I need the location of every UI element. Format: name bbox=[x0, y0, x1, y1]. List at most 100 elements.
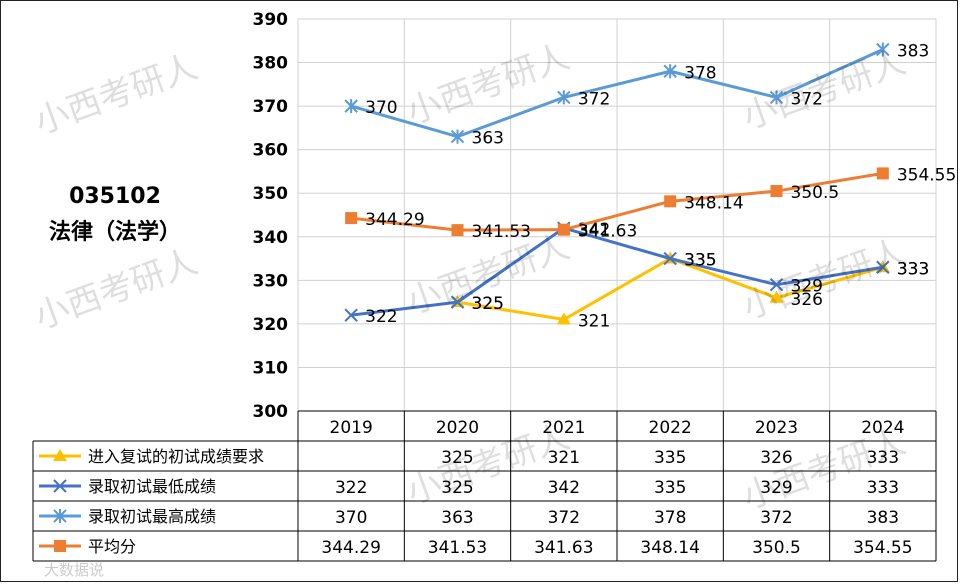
y-tick-label: 330 bbox=[253, 271, 289, 291]
table-cell: 322 bbox=[335, 478, 367, 498]
data-label: 344.29 bbox=[365, 210, 424, 230]
asterisk-marker bbox=[769, 90, 784, 105]
watermark: 小西考研人 bbox=[402, 37, 575, 133]
x-marker bbox=[344, 308, 358, 322]
table-cell: 335 bbox=[654, 478, 686, 498]
program-code: 035102 bbox=[69, 184, 161, 209]
data-label: 372 bbox=[578, 89, 610, 109]
y-tick-label: 300 bbox=[253, 402, 289, 422]
asterisk-marker bbox=[344, 99, 358, 114]
data-label: 335 bbox=[684, 251, 716, 271]
y-tick-label: 390 bbox=[253, 10, 289, 30]
data-label: 350.5 bbox=[791, 183, 840, 203]
footer-watermark: 大数据说 bbox=[44, 561, 104, 579]
x-tick-label: 2023 bbox=[755, 418, 798, 438]
table-cell: 363 bbox=[441, 508, 473, 528]
x-marker bbox=[769, 277, 784, 292]
square-marker bbox=[451, 224, 464, 237]
square-marker bbox=[770, 185, 783, 198]
x-tick-label: 2020 bbox=[436, 418, 479, 438]
table-cell: 325 bbox=[441, 478, 473, 498]
x-marker bbox=[663, 251, 677, 266]
table-cell: 333 bbox=[867, 478, 899, 498]
data-label: 354.55 bbox=[897, 165, 956, 185]
table-cell: 372 bbox=[760, 508, 792, 528]
table-cell: 372 bbox=[548, 508, 580, 528]
x-marker bbox=[876, 260, 890, 274]
table-cell: 344.29 bbox=[321, 538, 380, 558]
x-tick-label: 2019 bbox=[330, 418, 373, 438]
data-label: 363 bbox=[472, 129, 504, 149]
data-label: 341.53 bbox=[472, 222, 531, 242]
table-cell: 329 bbox=[760, 478, 792, 498]
data-label: 325 bbox=[472, 294, 504, 314]
series-2: 370 363 372 378 372 383 录取初试最高成绩 370 363 372 378 37… bbox=[39, 41, 929, 528]
data-label: 335 bbox=[684, 251, 716, 271]
series-line bbox=[350, 48, 884, 139]
asterisk-marker bbox=[450, 129, 465, 144]
y-tick-label: 350 bbox=[253, 184, 289, 204]
table-cell: 333 bbox=[867, 448, 899, 468]
watermark: 小西考研人 bbox=[30, 47, 203, 143]
asterisk-marker bbox=[876, 42, 890, 57]
x-marker bbox=[53, 479, 67, 493]
triangle-marker bbox=[769, 290, 784, 303]
table-cell: 341.53 bbox=[428, 538, 487, 558]
y-tick-label: 360 bbox=[253, 141, 289, 161]
series-name: 平均分 bbox=[88, 537, 136, 556]
series-3: 344.29 341.53 341.63 348.14 350.5 354.55 平均分 34… bbox=[39, 165, 956, 558]
data-label: 383 bbox=[897, 41, 929, 61]
x-tick-label: 2021 bbox=[542, 418, 585, 438]
asterisk-marker bbox=[53, 509, 67, 523]
y-tick-label: 310 bbox=[253, 358, 289, 378]
y-tick-label: 320 bbox=[253, 315, 289, 335]
y-tick-label: 370 bbox=[253, 97, 289, 117]
data-label: 372 bbox=[791, 89, 823, 109]
data-label: 325 bbox=[472, 294, 504, 314]
square-marker bbox=[876, 167, 889, 180]
table-cell: 350.5 bbox=[752, 538, 801, 558]
table-cell: 370 bbox=[335, 508, 367, 528]
series-0: 325 321 335 326 333 进入复试的初试成绩要求 325 321 335 326 33… bbox=[39, 251, 929, 468]
table-cell: 354.55 bbox=[853, 538, 912, 558]
series-name: 进入复试的初试成绩要求 bbox=[88, 447, 264, 466]
data-label: 322 bbox=[365, 307, 397, 327]
data-label: 341.63 bbox=[578, 222, 637, 242]
data-label: 329 bbox=[791, 277, 823, 297]
x-tick-label: 2024 bbox=[861, 418, 904, 438]
x-marker bbox=[450, 295, 465, 309]
series-name: 录取初试最低成绩 bbox=[88, 477, 216, 496]
y-tick-label: 380 bbox=[253, 54, 289, 74]
square-marker bbox=[664, 195, 677, 208]
watermark: 小西考研人 bbox=[738, 42, 911, 138]
data-label: 326 bbox=[791, 290, 823, 310]
asterisk-marker bbox=[663, 64, 677, 79]
table-cell: 326 bbox=[760, 448, 792, 468]
table-cell: 342 bbox=[548, 478, 580, 498]
data-label: 333 bbox=[897, 259, 929, 279]
data-label: 378 bbox=[684, 63, 716, 83]
asterisk-marker bbox=[557, 90, 571, 105]
table-cell: 348.14 bbox=[640, 538, 699, 558]
program-name: 法律（法学） bbox=[48, 220, 181, 245]
x-tick-label: 2022 bbox=[649, 418, 692, 438]
table-cell: 341.63 bbox=[534, 538, 593, 558]
data-label: 321 bbox=[578, 312, 610, 332]
table-cell: 378 bbox=[654, 508, 686, 528]
table-cell: 321 bbox=[548, 448, 580, 468]
table-cell: 335 bbox=[654, 448, 686, 468]
triangle-marker bbox=[53, 449, 67, 461]
series-name: 录取初试最高成绩 bbox=[88, 507, 216, 526]
square-marker bbox=[557, 223, 570, 236]
square-marker bbox=[345, 212, 358, 225]
series-line bbox=[350, 171, 884, 232]
series-line bbox=[350, 226, 884, 317]
table-cell: 325 bbox=[441, 448, 473, 468]
y-tick-label: 340 bbox=[253, 228, 289, 248]
watermark: 小西考研人 bbox=[30, 242, 203, 338]
watermark: 小西考研人 bbox=[738, 232, 911, 328]
data-label: 333 bbox=[897, 259, 929, 279]
